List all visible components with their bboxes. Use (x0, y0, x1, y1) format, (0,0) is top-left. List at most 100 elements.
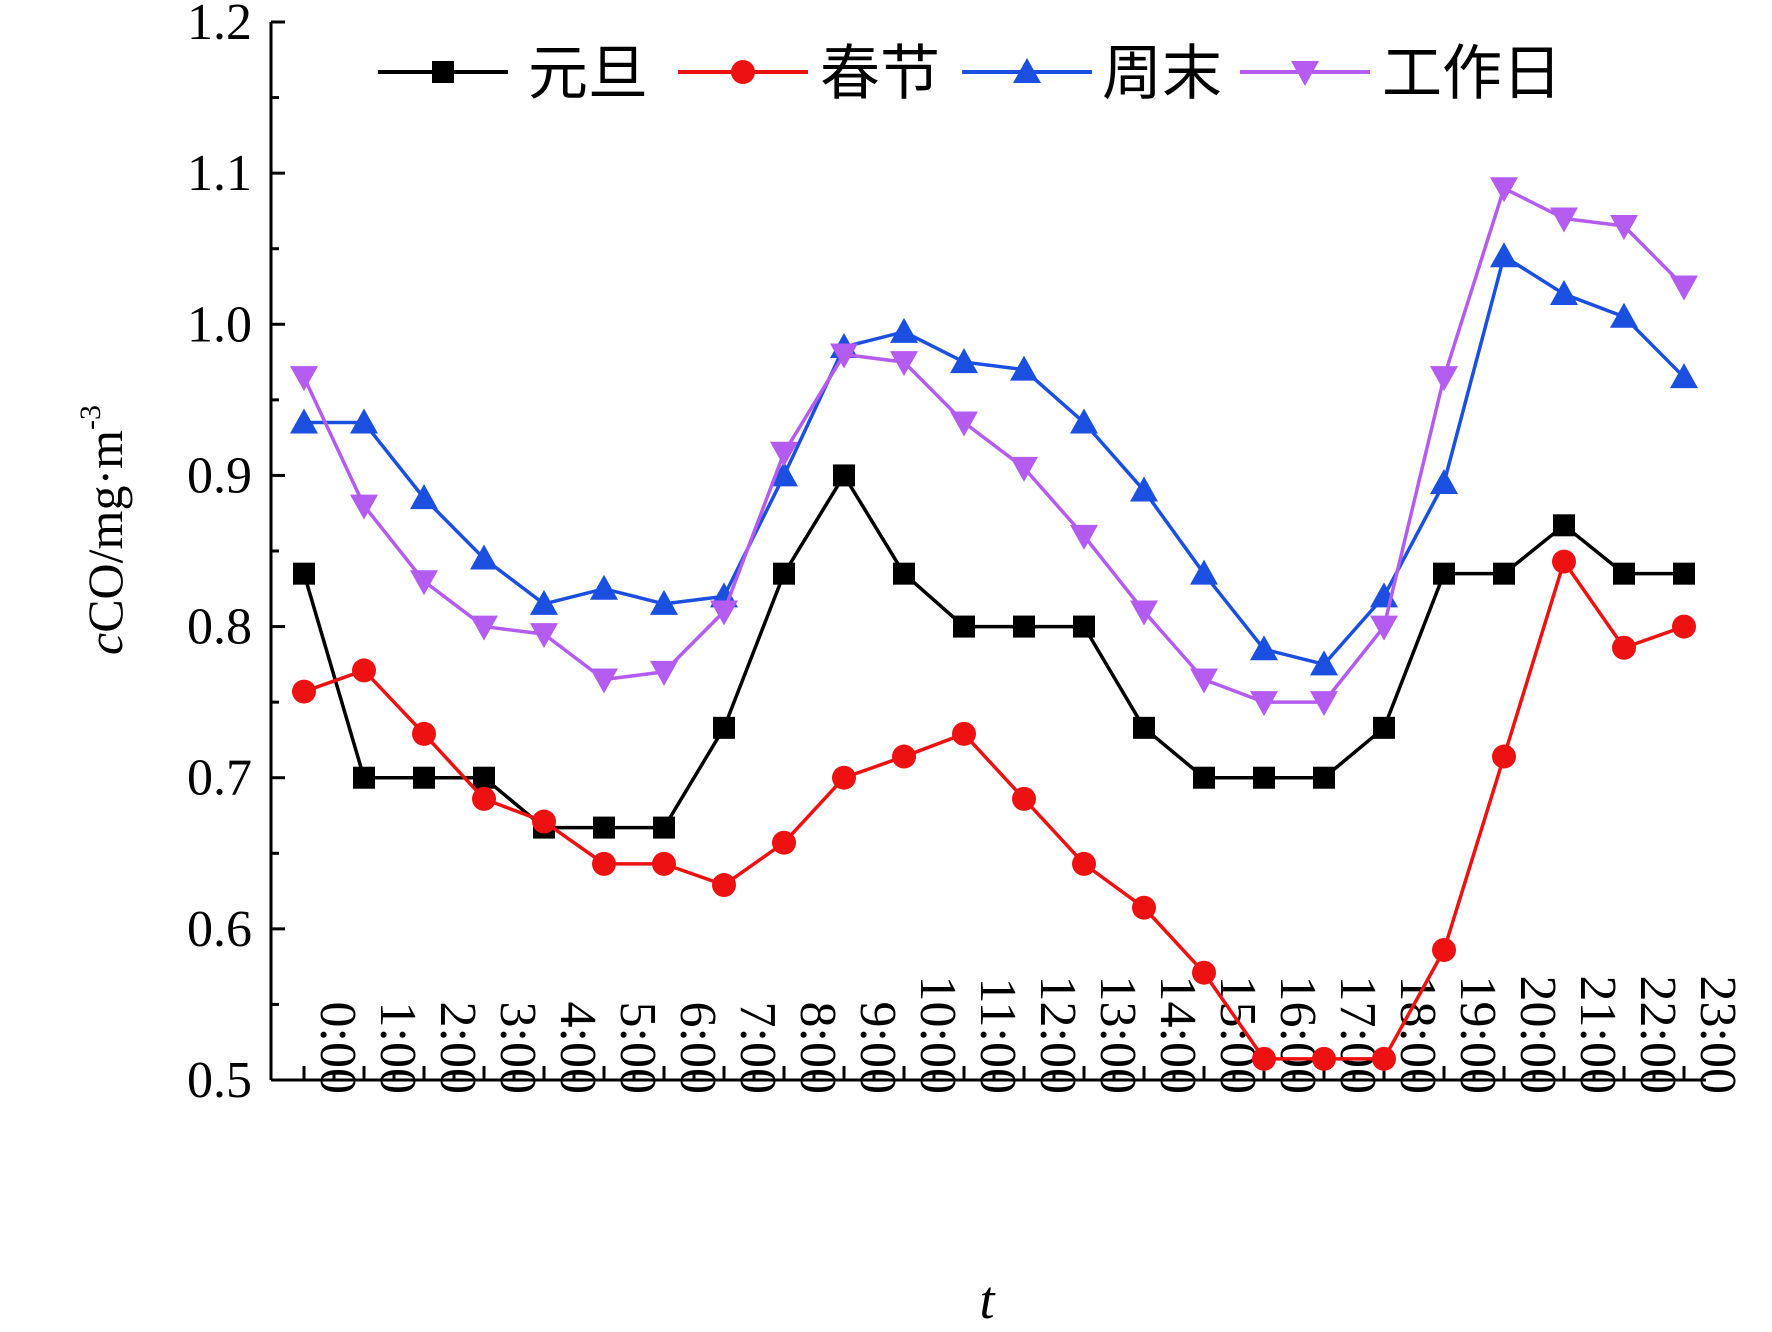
data-point (1070, 408, 1098, 434)
y-tick-label: 0.7 (187, 750, 252, 807)
y-axis-label-italic: c (77, 633, 133, 655)
data-point (712, 873, 736, 898)
data-point (893, 562, 915, 585)
x-tick-label: 3:00 (489, 1002, 546, 1094)
x-tick-label: 12:00 (1029, 976, 1086, 1094)
data-point (472, 786, 496, 811)
data-point (1072, 851, 1096, 876)
data-point (650, 589, 678, 615)
x-tick-label: 1:00 (369, 1002, 426, 1094)
data-point (1552, 549, 1576, 574)
data-point (1012, 786, 1036, 811)
data-point (590, 668, 618, 694)
data-point (1310, 691, 1338, 717)
data-point (532, 809, 556, 834)
legend-label: 春节 (820, 39, 940, 109)
data-point (833, 464, 855, 487)
plot-area: 0.5 0.6 0.7 0.8 0.9 1.0 1.1 1.2 0:00 1:00 2:00 3:00… (187, 0, 1746, 1109)
x-tick-label: 14:00 (1149, 976, 1206, 1094)
x-tick-label: 6:00 (669, 1002, 726, 1094)
series-line (304, 254, 1686, 667)
data-point (1490, 177, 1518, 203)
y-tick-label: 1.2 (187, 0, 252, 51)
data-point (770, 441, 798, 467)
x-tick-label: 21:00 (1569, 976, 1626, 1094)
data-point (1252, 1046, 1276, 1071)
data-point (1612, 635, 1636, 660)
x-tick-label: 10:00 (909, 976, 966, 1094)
data-point (410, 570, 438, 596)
legend-item-1: 元旦 (378, 39, 648, 109)
y-tick-label: 0.9 (187, 447, 252, 504)
data-point (1253, 766, 1275, 789)
data-point (1373, 716, 1395, 739)
data-point (470, 615, 498, 641)
data-point (530, 623, 558, 649)
x-tick-label: 8:00 (789, 1002, 846, 1094)
data-point (1310, 650, 1338, 676)
x-tick-label: 9:00 (849, 1002, 906, 1094)
data-point (1130, 600, 1158, 626)
x-tick-label: 23:00 (1689, 976, 1746, 1094)
y-axis-label: cCO/mg·m-3 (74, 405, 133, 655)
legend-swatch-marker (432, 61, 454, 83)
data-point (1433, 562, 1455, 585)
y-tick-label: 0.5 (187, 1052, 252, 1109)
y-axis-label-main: CO/mg·m (77, 430, 133, 633)
axes: 0.5 0.6 0.7 0.8 0.9 1.0 1.1 1.2 0:00 1:00 2:00 3:00… (187, 0, 1746, 1109)
legend-swatch-marker (1291, 61, 1319, 86)
data-point (1132, 895, 1156, 920)
data-point (470, 544, 498, 570)
data-point (650, 660, 678, 686)
data-point (1372, 1046, 1396, 1071)
series-4 (290, 177, 1698, 717)
legend: 元旦 春节 周末 工作日 (378, 39, 1562, 109)
x-tick-label: 7:00 (729, 1002, 786, 1094)
data-point (1553, 514, 1575, 537)
data-point (412, 721, 436, 746)
data-point (413, 766, 435, 789)
data-point (1010, 355, 1038, 381)
series-1 (293, 464, 1695, 839)
data-point (1250, 691, 1278, 717)
data-point (952, 721, 976, 746)
series-layer (290, 177, 1698, 1071)
data-point (1430, 468, 1458, 494)
data-point (593, 816, 615, 839)
legend-item-4: 工作日 (1240, 39, 1562, 109)
data-point (1192, 960, 1216, 985)
series-line (302, 186, 1686, 704)
x-tick-label: 0:00 (309, 1002, 366, 1094)
data-point (592, 851, 616, 876)
data-point (890, 317, 918, 343)
y-axis-label-sup: -3 (74, 405, 107, 430)
data-point (1250, 635, 1278, 661)
legend-label: 元旦 (528, 39, 648, 109)
data-point (293, 562, 315, 585)
data-point (1550, 280, 1578, 306)
data-point (473, 766, 495, 789)
y-tick-label: 0.8 (187, 599, 252, 656)
x-tick-label: 13:00 (1089, 976, 1146, 1094)
data-point (1610, 215, 1638, 241)
data-point (1673, 562, 1695, 585)
x-axis-label: t (979, 1270, 996, 1330)
data-point (1133, 716, 1155, 739)
y-tick-label: 1.0 (187, 296, 252, 353)
data-point (1613, 562, 1635, 585)
legend-item-2: 春节 (678, 39, 940, 109)
data-point (1370, 615, 1398, 641)
data-point (1130, 476, 1158, 502)
x-tick-label: 2:00 (429, 1002, 486, 1094)
data-point (710, 600, 738, 626)
data-point (1493, 562, 1515, 585)
x-tick-label: 5:00 (609, 1002, 666, 1094)
data-point (890, 351, 918, 377)
data-point (290, 366, 318, 392)
x-tick-label: 19:00 (1449, 976, 1506, 1094)
data-point (1432, 938, 1456, 963)
data-point (292, 679, 316, 704)
data-point (410, 484, 438, 510)
series-3 (290, 242, 1698, 676)
series-line (302, 473, 1684, 830)
